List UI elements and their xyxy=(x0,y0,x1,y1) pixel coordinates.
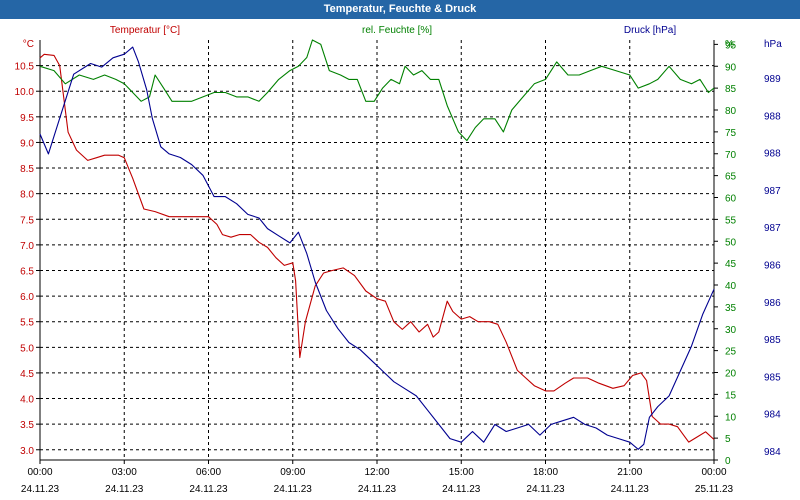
y-tick-label-pressure: 984 xyxy=(764,447,781,458)
y-tick-label-humidity: 80 xyxy=(725,106,737,117)
y-tick-label-humidity: 95 xyxy=(725,40,737,51)
y-tick-label-humidity: 10 xyxy=(725,412,737,423)
series-line-humidity xyxy=(39,39,715,142)
y-tick-label-humidity: 40 xyxy=(725,281,737,292)
x-tick-label-time: 06:00 xyxy=(196,467,221,478)
x-tick-label-time: 00:00 xyxy=(701,467,726,478)
y-tick-label-temperature: 6.0 xyxy=(20,292,34,303)
y-tick-label-humidity: 20 xyxy=(725,369,737,380)
y-tick-label-temperature: 9.0 xyxy=(20,138,34,149)
y-tick-label-humidity: 45 xyxy=(725,259,737,270)
y-axis-unit-pressure: hPa xyxy=(764,39,782,50)
y-tick-label-temperature: 10.5 xyxy=(15,62,35,73)
y-tick-label-humidity: 5 xyxy=(725,434,731,445)
y-tick-label-pressure: 986 xyxy=(764,261,781,272)
y-tick-label-temperature: 6.5 xyxy=(20,266,34,277)
y-axis-unit-temperature: °C xyxy=(23,39,34,50)
x-tick-label-date: 24.11.23 xyxy=(442,484,481,495)
x-tick-label-time: 21:00 xyxy=(617,467,642,478)
y-tick-label-temperature: 7.0 xyxy=(20,241,34,252)
y-tick-label-humidity: 85 xyxy=(725,84,737,95)
x-tick-label-time: 18:00 xyxy=(533,467,558,478)
y-tick-label-humidity: 65 xyxy=(725,172,737,183)
y-tick-label-temperature: 4.0 xyxy=(20,395,34,406)
y-tick-label-pressure: 988 xyxy=(764,149,781,160)
y-tick-label-humidity: 35 xyxy=(725,303,737,314)
y-tick-label-temperature: 5.5 xyxy=(20,318,34,329)
series-label-temperature: Temperatur [°C] xyxy=(110,25,180,36)
x-tick-label-date: 24.11.23 xyxy=(611,484,650,495)
y-tick-label-temperature: 8.0 xyxy=(20,190,34,201)
x-tick-label-date: 24.11.23 xyxy=(189,484,228,495)
y-tick-label-temperature: 7.5 xyxy=(20,215,34,226)
y-tick-label-temperature: 9.5 xyxy=(20,113,34,124)
series-line-temperature xyxy=(39,53,715,443)
y-tick-label-temperature: 3.0 xyxy=(20,446,34,457)
y-axis-unit-humidity: % xyxy=(725,39,734,50)
x-tick-label-time: 15:00 xyxy=(449,467,474,478)
x-tick-label-date: 24.11.23 xyxy=(358,484,397,495)
y-tick-label-temperature: 8.5 xyxy=(20,164,34,175)
x-tick-label-date: 25.11.23 xyxy=(695,484,734,495)
y-tick-label-humidity: 70 xyxy=(725,150,737,161)
y-tick-label-humidity: 60 xyxy=(725,194,737,205)
y-tick-label-humidity: 30 xyxy=(725,325,737,336)
x-tick-label-date: 24.11.23 xyxy=(21,484,60,495)
y-tick-label-pressure: 984 xyxy=(764,410,781,421)
x-tick-label-date: 24.11.23 xyxy=(526,484,565,495)
y-tick-label-temperature: 4.5 xyxy=(20,369,34,380)
x-tick-label-time: 12:00 xyxy=(364,467,389,478)
y-tick-label-pressure: 986 xyxy=(764,298,781,309)
chart-title: Temperatur, Feuchte & Druck xyxy=(0,0,800,19)
y-tick-label-humidity: 0 xyxy=(725,456,731,467)
x-tick-label-date: 24.11.23 xyxy=(105,484,144,495)
x-tick-label-time: 00:00 xyxy=(27,467,52,478)
y-tick-label-humidity: 55 xyxy=(725,215,737,226)
y-tick-label-pressure: 985 xyxy=(764,335,781,346)
y-tick-label-pressure: 988 xyxy=(764,111,781,122)
y-tick-label-temperature: 10.0 xyxy=(15,87,35,98)
x-tick-label-time: 03:00 xyxy=(112,467,137,478)
y-tick-label-pressure: 989 xyxy=(764,74,781,85)
x-tick-label-time: 09:00 xyxy=(280,467,305,478)
y-tick-label-humidity: 15 xyxy=(725,390,737,401)
y-tick-label-humidity: 75 xyxy=(725,128,737,139)
series-line-pressure xyxy=(39,46,715,450)
y-tick-label-pressure: 987 xyxy=(764,186,781,197)
y-tick-label-pressure: 985 xyxy=(764,372,781,383)
y-tick-label-pressure: 987 xyxy=(764,223,781,234)
y-tick-label-temperature: 5.0 xyxy=(20,343,34,354)
series-label-humidity: rel. Feuchte [%] xyxy=(362,25,432,36)
y-tick-label-humidity: 50 xyxy=(725,237,737,248)
series-label-pressure: Druck [hPa] xyxy=(624,25,676,36)
y-tick-label-humidity: 25 xyxy=(725,347,737,358)
x-tick-label-date: 24.11.23 xyxy=(274,484,313,495)
y-tick-label-humidity: 90 xyxy=(725,62,737,73)
y-tick-label-temperature: 3.5 xyxy=(20,420,34,431)
